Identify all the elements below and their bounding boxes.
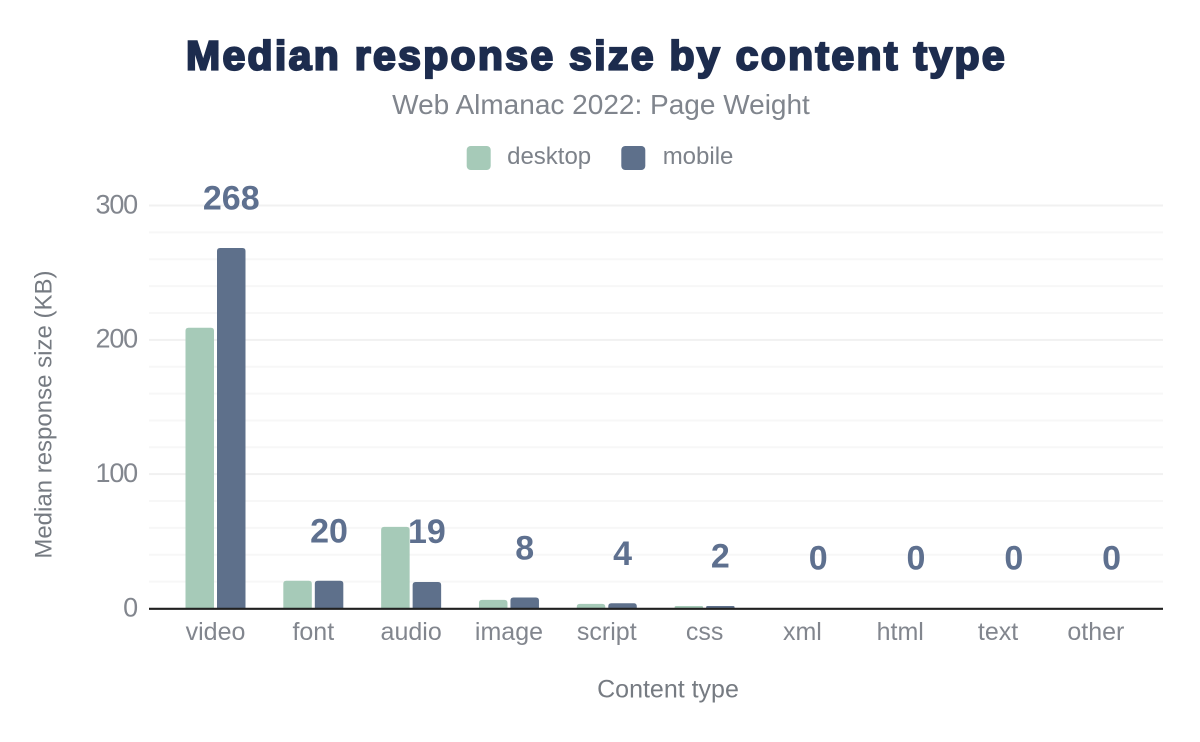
svg-text:300: 300: [96, 189, 138, 219]
svg-text:video: video: [186, 618, 246, 646]
svg-text:200: 200: [96, 324, 138, 354]
svg-text:mobile: mobile: [663, 143, 734, 170]
svg-text:image: image: [475, 618, 543, 646]
svg-text:Content type: Content type: [597, 676, 739, 704]
svg-text:268: 268: [203, 180, 260, 218]
svg-text:css: css: [686, 618, 724, 646]
svg-text:audio: audio: [381, 618, 442, 646]
svg-text:other: other: [1067, 618, 1124, 646]
svg-text:8: 8: [515, 530, 534, 568]
svg-text:0: 0: [907, 539, 926, 577]
svg-text:4: 4: [613, 535, 632, 573]
svg-text:xml: xml: [783, 618, 822, 646]
svg-text:Median response size by conten: Median response size by content type: [186, 32, 1007, 78]
svg-text:Web Almanac 2022: Page Weight: Web Almanac 2022: Page Weight: [392, 89, 810, 120]
svg-text:html: html: [877, 618, 924, 646]
svg-text:text: text: [978, 618, 1018, 646]
svg-text:font: font: [292, 618, 334, 646]
svg-text:0: 0: [1102, 539, 1121, 577]
svg-text:0: 0: [809, 539, 828, 577]
svg-text:Median response size (KB): Median response size (KB): [31, 271, 58, 559]
svg-text:desktop: desktop: [507, 143, 591, 170]
svg-text:19: 19: [408, 513, 446, 551]
svg-text:0: 0: [123, 592, 137, 622]
svg-text:script: script: [577, 618, 637, 646]
svg-text:2: 2: [711, 537, 730, 575]
svg-text:20: 20: [310, 512, 348, 550]
svg-text:0: 0: [1004, 539, 1023, 577]
svg-text:100: 100: [96, 458, 138, 488]
